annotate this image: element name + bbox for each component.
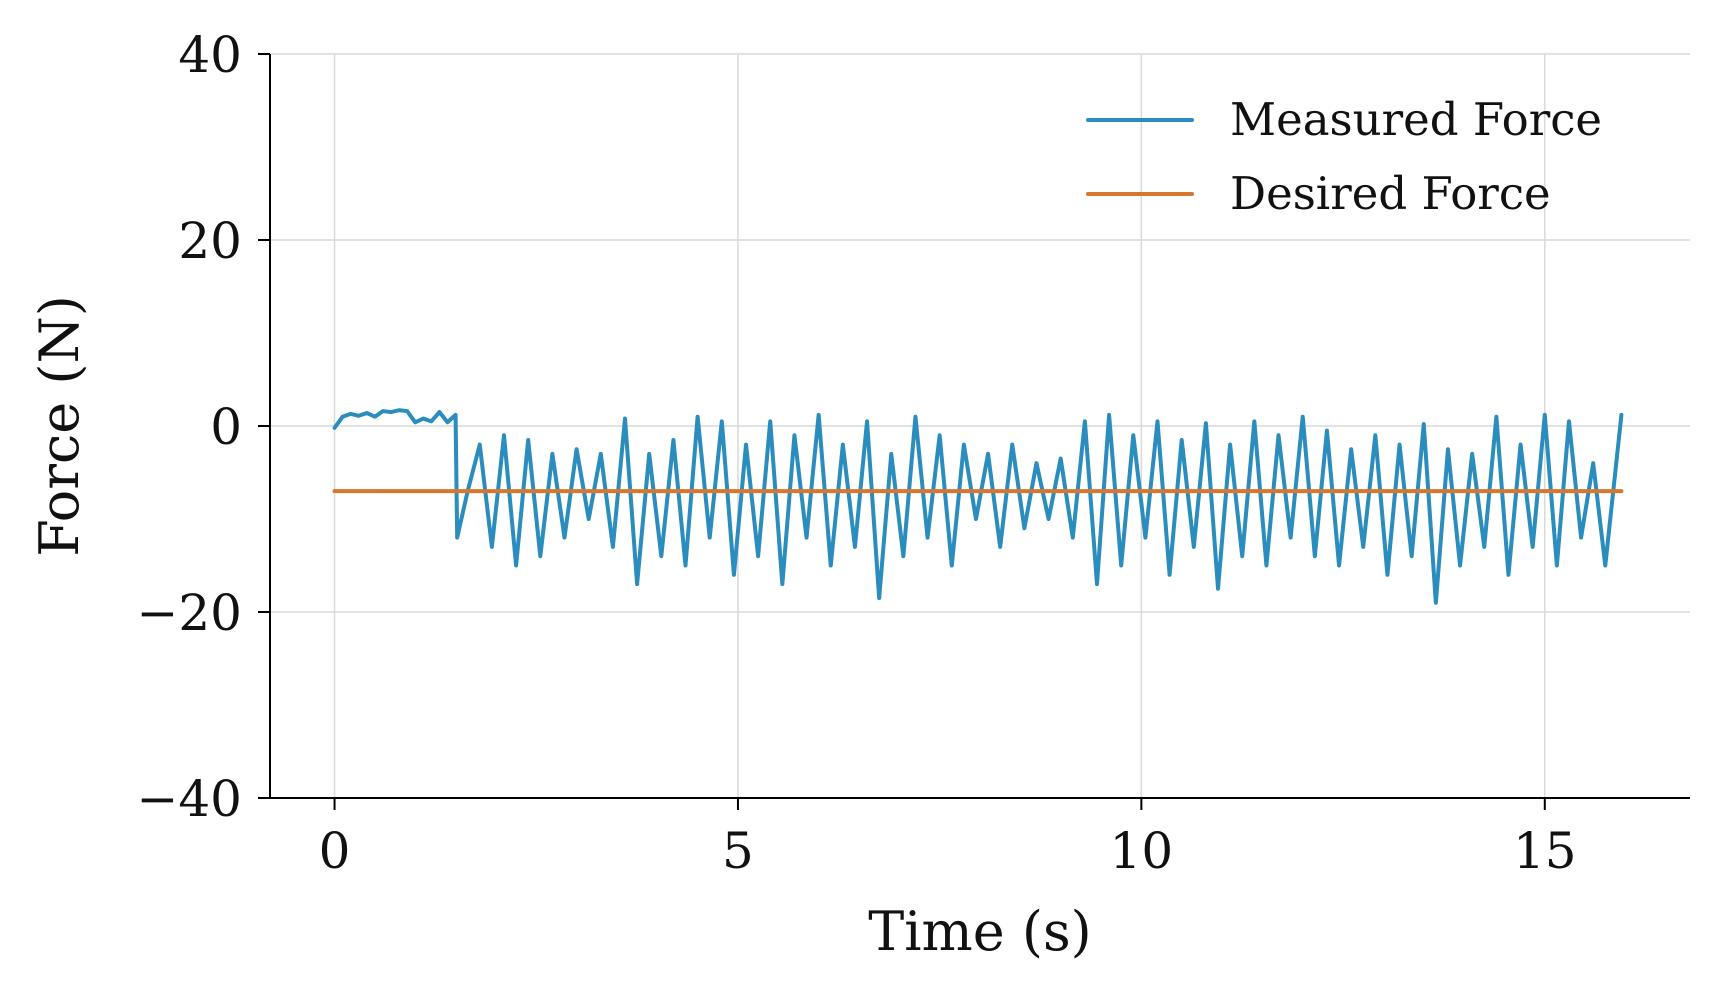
x-tick-label: 10 [1110,822,1174,880]
y-tick-label: 40 [178,26,242,84]
legend-desired-force-label: Desired Force [1230,167,1551,220]
y-tick-label: 20 [178,212,242,270]
x-axis-label: Time (s) [868,900,1091,963]
x-tick-label: 15 [1513,822,1577,880]
x-tick-label: 0 [319,822,351,880]
legend-measured-force-label: Measured Force [1230,93,1602,146]
measured-force-line [332,408,1624,605]
y-tick-label: −20 [136,584,242,642]
x-tick-label: 5 [722,822,754,880]
y-axis-label: Force (N) [28,295,91,557]
y-tick-label: −40 [136,770,242,828]
y-tick-label: 0 [210,398,242,456]
